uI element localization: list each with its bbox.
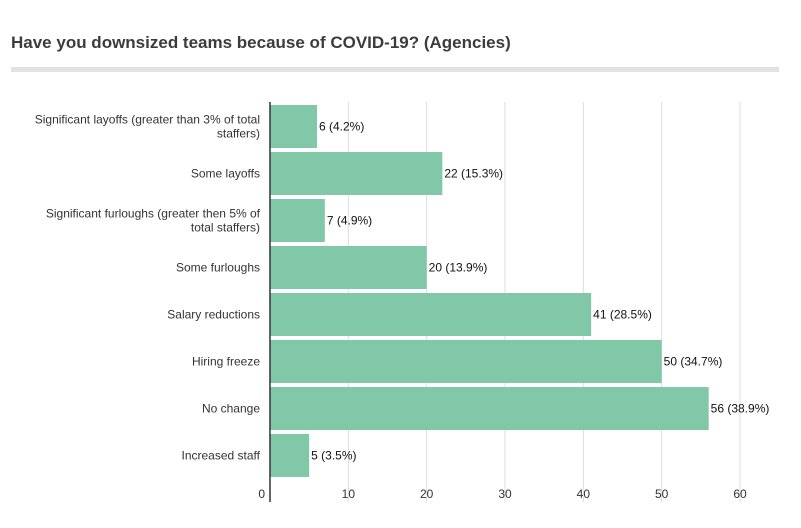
category-label: Some layoffs [191,167,260,181]
category-label-line: staffers) [217,127,260,141]
bar-4 [270,293,592,336]
category-label: Salary reductions [167,308,260,322]
x-tick-label: 10 [342,487,356,501]
category-label-line: Increased staff [182,449,261,463]
bar-5 [270,340,662,383]
data-label: 56 (38.9%) [711,402,770,416]
chart-title: Have you downsized teams because of COVI… [11,33,511,52]
data-label: 7 (4.9%) [327,214,372,228]
x-tick-label: 50 [655,487,669,501]
category-label: Significant furloughs (greater then 5% o… [46,207,261,235]
title-divider [11,67,779,72]
x-tick-label: 0 [258,487,265,501]
data-label: 50 (34.7%) [664,355,723,369]
data-label: 20 (13.9%) [429,261,488,275]
category-label-line: Some layoffs [191,167,260,181]
category-label: Some furloughs [176,261,260,275]
x-tick-label: 20 [420,487,434,501]
category-label-line: total staffers) [191,221,260,235]
category-label-line: Some furloughs [176,261,260,275]
category-label: Significant layoffs (greater than 3% of … [35,113,260,141]
category-label-line: Significant furloughs (greater then 5% o… [46,207,261,221]
category-label-line: Significant layoffs (greater than 3% of … [35,113,260,127]
bar-6 [270,387,709,430]
data-label: 22 (15.3%) [444,167,503,181]
data-label: 5 (3.5%) [311,449,356,463]
x-tick-label: 60 [733,487,747,501]
bar-1 [270,152,443,195]
bar-2 [270,199,325,242]
data-label: 41 (28.5%) [593,308,652,322]
data-label: 6 (4.2%) [319,120,364,134]
bar-7 [270,434,310,477]
category-label-line: No change [202,402,260,416]
x-tick-label: 30 [498,487,512,501]
category-label-line: Hiring freeze [192,355,260,369]
category-label-line: Salary reductions [167,308,260,322]
bar-0 [270,105,317,148]
category-label: Hiring freeze [192,355,260,369]
bar-3 [270,246,427,289]
category-label: No change [202,402,260,416]
category-label: Increased staff [182,449,261,463]
x-tick-label: 40 [577,487,591,501]
